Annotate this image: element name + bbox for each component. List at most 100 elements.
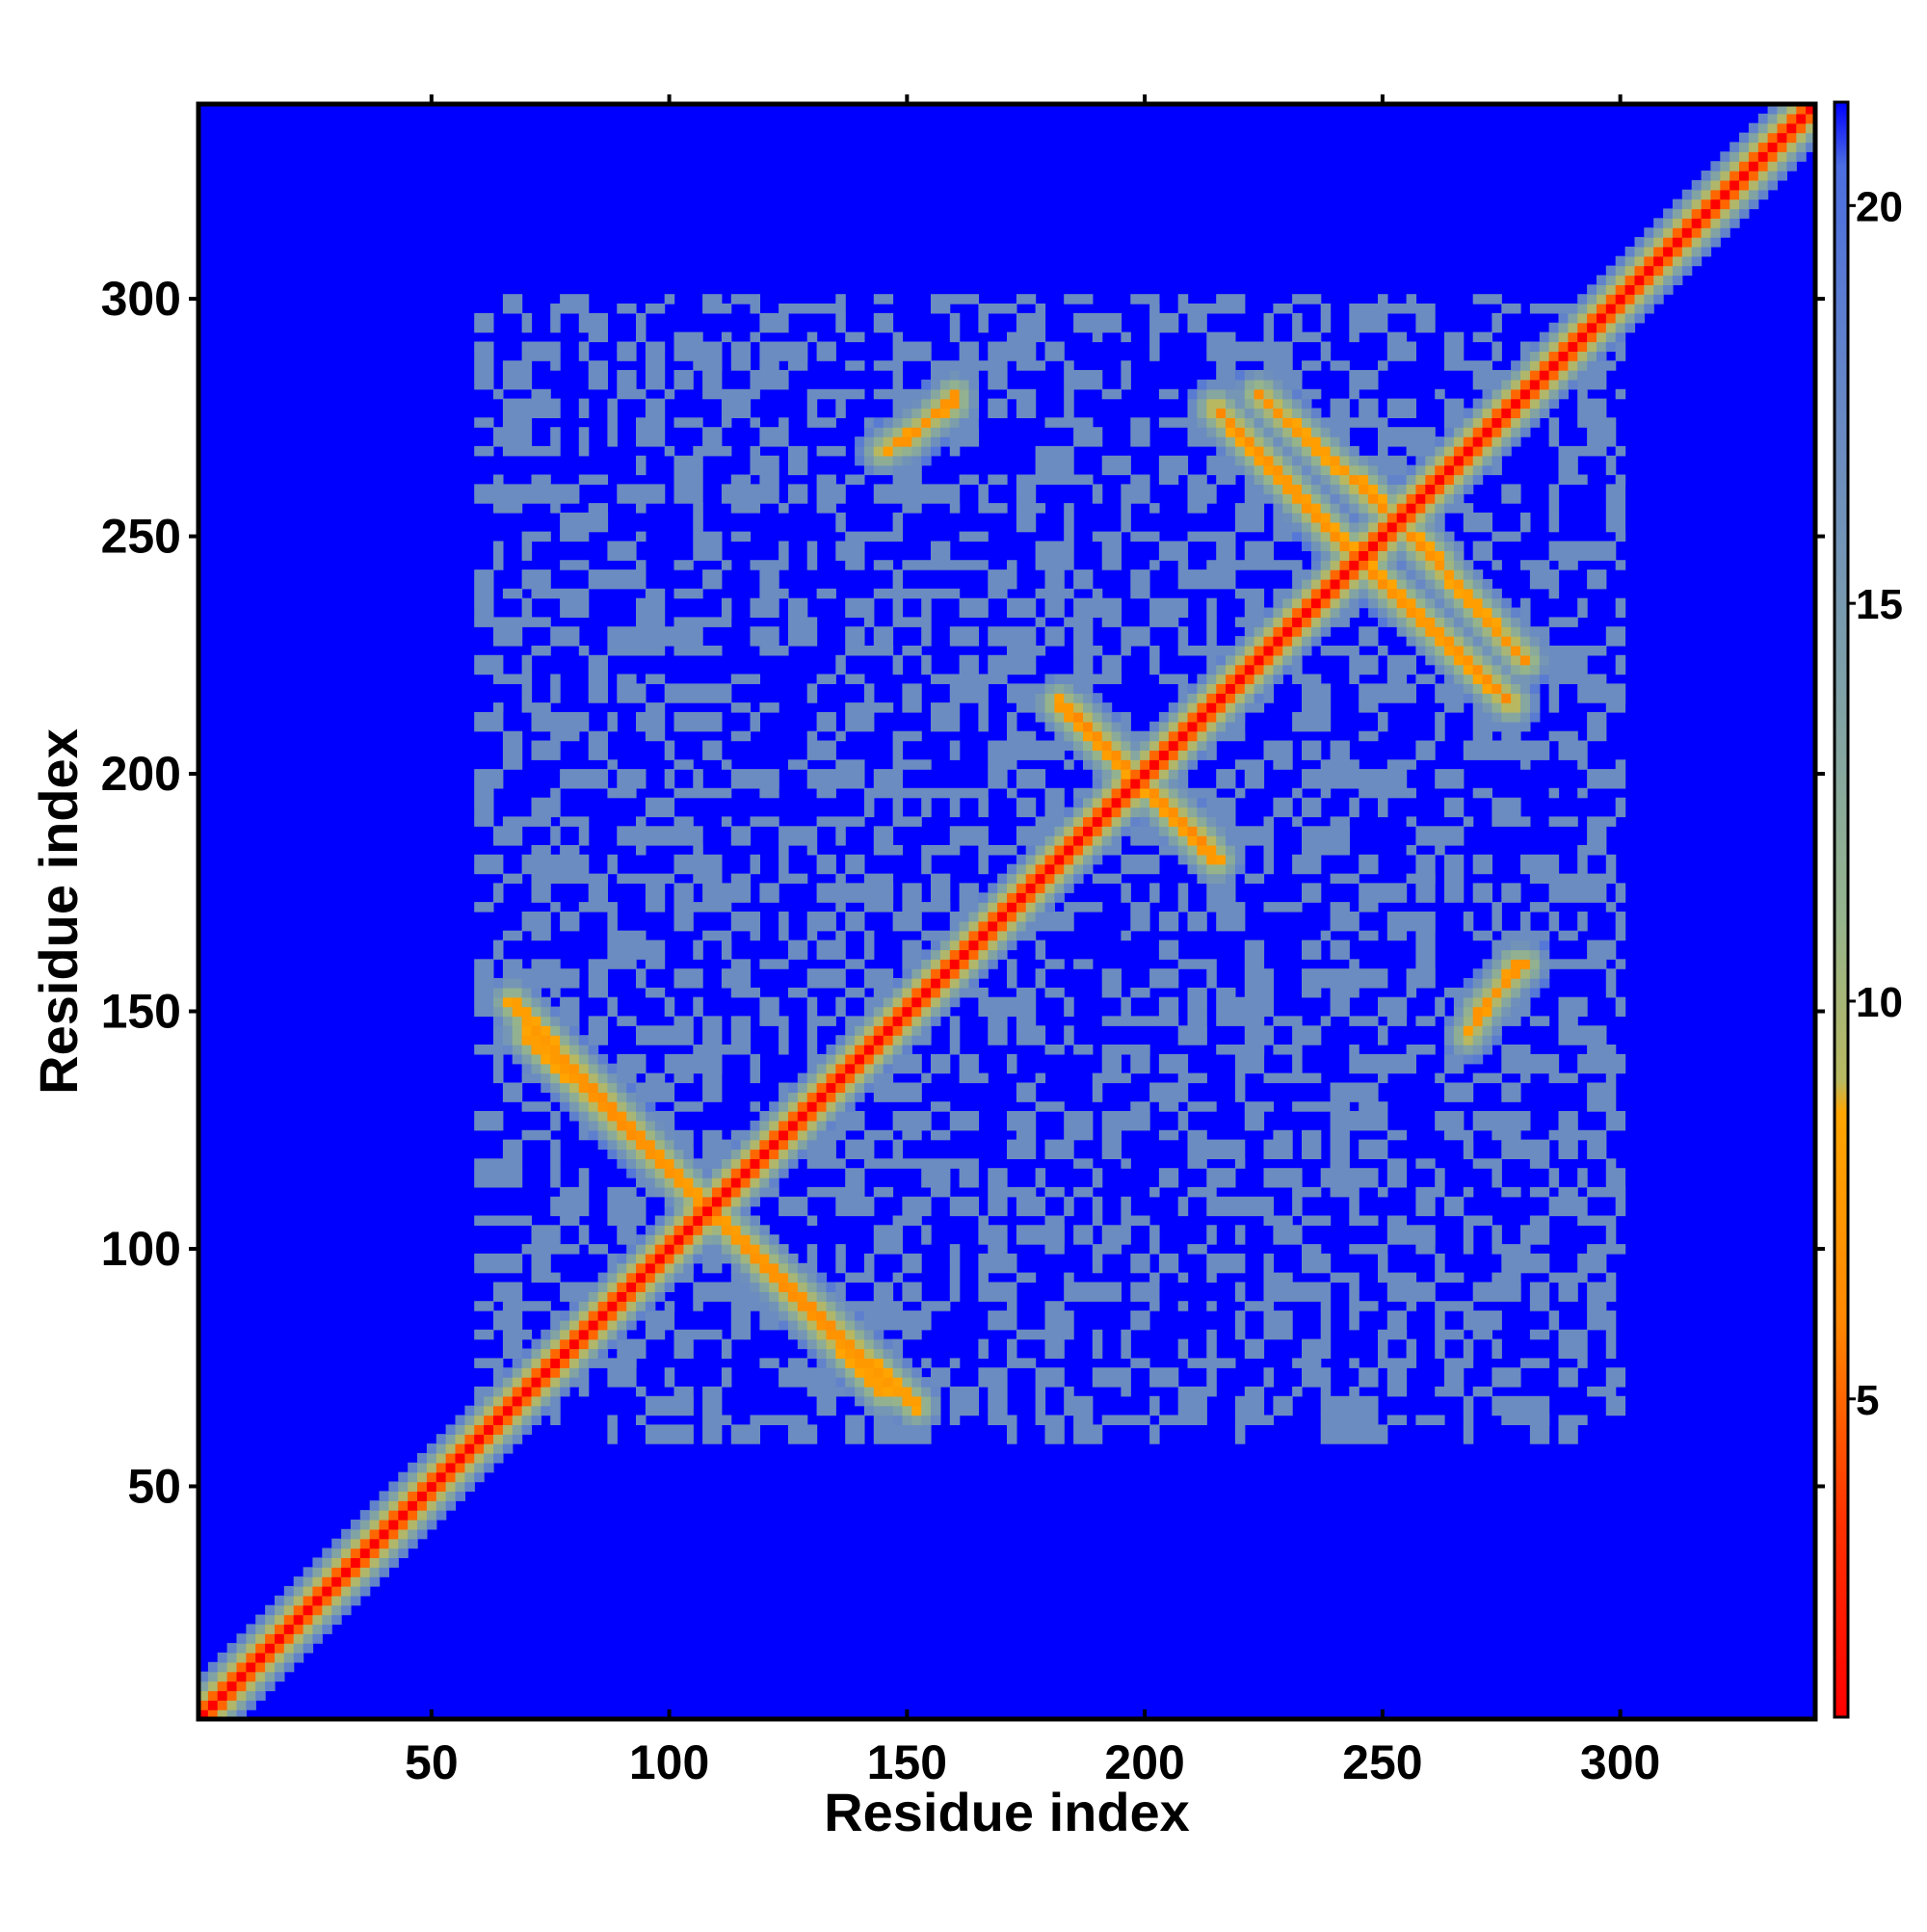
heatmap-cell: [512, 1025, 523, 1036]
heatmap-cell: [1491, 607, 1502, 618]
heatmap-cell: [730, 531, 752, 543]
heatmap-cell: [902, 892, 922, 903]
heatmap-cell: [1073, 712, 1084, 723]
heatmap-cell: [1463, 1244, 1474, 1255]
heatmap-cell: [1302, 1367, 1332, 1378]
heatmap-cell: [997, 940, 1008, 951]
heatmap-cell: [560, 1016, 580, 1026]
heatmap-cell: [1177, 693, 1189, 703]
heatmap-cell: [1035, 845, 1046, 856]
heatmap-cell: [636, 427, 666, 437]
heatmap-cell: [369, 1576, 381, 1587]
heatmap-cell: [417, 1462, 428, 1473]
heatmap-cell: [1330, 1186, 1359, 1198]
heatmap-cell: [931, 437, 941, 447]
heatmap-cell: [1244, 664, 1255, 675]
heatmap-cell: [988, 1196, 1008, 1207]
heatmap-cell: [531, 1025, 541, 1036]
heatmap-cell: [816, 503, 836, 514]
heatmap-cell: [1016, 294, 1037, 304]
heatmap-cell: [1263, 312, 1274, 324]
heatmap-cell: [636, 1082, 675, 1093]
heatmap-cell: [1330, 873, 1359, 885]
heatmap-cell: [835, 1092, 846, 1102]
heatmap-cell: [359, 1586, 371, 1597]
heatmap-cell: [1435, 1348, 1445, 1359]
heatmap-cell: [617, 1338, 647, 1350]
heatmap-cell: [1168, 702, 1179, 713]
heatmap-cell: [1339, 578, 1350, 590]
heatmap-cell: [1320, 455, 1332, 466]
heatmap-cell: [1130, 531, 1160, 543]
heatmap-cell: [873, 1234, 903, 1245]
heatmap-cell: [1035, 892, 1046, 903]
heatmap-cell: [1320, 1178, 1379, 1188]
heatmap-cell: [1320, 569, 1332, 580]
heatmap-cell: [1206, 1168, 1236, 1178]
heatmap-cell: [939, 437, 951, 447]
heatmap-cell: [1463, 1415, 1474, 1425]
heatmap-cell: [1435, 560, 1445, 570]
heatmap-cell: [1435, 636, 1445, 647]
heatmap-cell: [816, 787, 836, 799]
heatmap-cell: [607, 1262, 618, 1274]
heatmap-cell: [1035, 1386, 1046, 1397]
heatmap-cell: [750, 1262, 760, 1274]
heatmap-cell: [550, 1386, 561, 1397]
heatmap-cell: [1777, 171, 1787, 181]
heatmap-cell: [883, 417, 894, 428]
heatmap-cell: [312, 1624, 323, 1634]
heatmap-cell: [654, 1111, 675, 1122]
heatmap-cell: [1007, 1358, 1037, 1368]
heatmap-cell: [1273, 674, 1283, 684]
heatmap-cell: [1453, 654, 1465, 666]
heatmap-cell: [1273, 464, 1283, 476]
heatmap-cell: [959, 978, 970, 989]
heatmap-cell: [1234, 1063, 1265, 1074]
heatmap-cell: [959, 930, 970, 941]
heatmap-cell: [1140, 807, 1150, 818]
heatmap-cell: [931, 1186, 951, 1198]
heatmap-cell: [617, 1082, 627, 1093]
heatmap-cell: [740, 1215, 752, 1226]
heatmap-cell: [921, 1025, 932, 1036]
heatmap-cell: [597, 1082, 609, 1093]
heatmap-cell: [921, 987, 932, 998]
heatmap-cell: [1101, 664, 1122, 675]
heatmap-cell: [759, 322, 789, 333]
heatmap-cell: [521, 1072, 541, 1084]
heatmap-cell: [322, 1624, 332, 1634]
heatmap-cell: [1587, 304, 1597, 314]
heatmap-cell: [1463, 1149, 1474, 1159]
heatmap-cell: [949, 996, 961, 1008]
heatmap-cell: [588, 1319, 599, 1331]
heatmap-cell: [1016, 1329, 1074, 1340]
heatmap-cell: [1330, 597, 1341, 609]
heatmap-cell: [588, 968, 608, 979]
heatmap-cell: [1435, 654, 1445, 666]
heatmap-cell: [1025, 845, 1037, 856]
heatmap-cell: [683, 1215, 694, 1226]
heatmap-cell: [1140, 759, 1150, 770]
heatmap-cell: [350, 1520, 361, 1530]
heatmap-cell: [636, 617, 666, 627]
heatmap-cell: [521, 351, 561, 361]
heatmap-cell: [1263, 388, 1274, 400]
heatmap-cell: [1292, 712, 1332, 723]
heatmap-cell: [1007, 1338, 1017, 1350]
heatmap-cell: [398, 1528, 409, 1540]
heatmap-cell: [1453, 484, 1465, 494]
heatmap-cell: [1415, 578, 1426, 590]
heatmap-cell: [1501, 968, 1512, 979]
heatmap-cell: [303, 1567, 314, 1577]
heatmap-cell: [1605, 1072, 1617, 1084]
heatmap-cell: [949, 978, 961, 989]
heatmap-cell: [1073, 787, 1094, 799]
heatmap-cell: [1292, 607, 1303, 618]
heatmap-cell: [721, 331, 732, 343]
heatmap-cell: [588, 1129, 599, 1141]
heatmap-cell: [939, 427, 951, 437]
heatmap-cell: [845, 987, 865, 998]
heatmap-cell: [1016, 863, 1027, 875]
heatmap-cell: [1263, 484, 1274, 494]
